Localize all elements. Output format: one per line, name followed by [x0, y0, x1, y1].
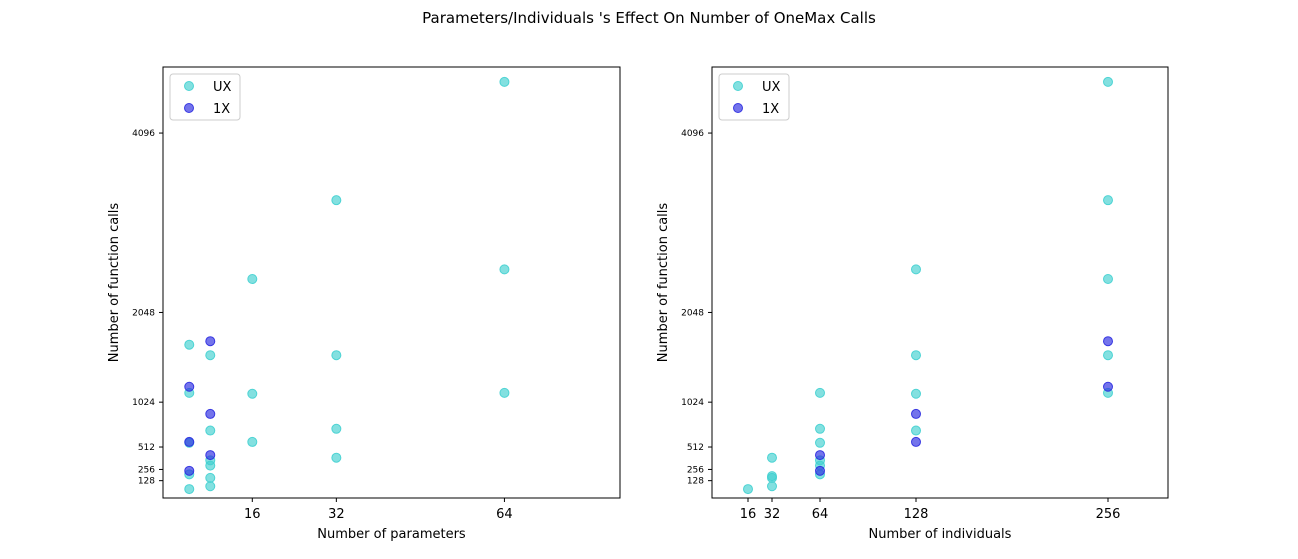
- data-point: [205, 472, 216, 483]
- x-tick-label: 32: [328, 507, 345, 522]
- data-point: [499, 387, 510, 398]
- data-point: [815, 387, 825, 398]
- data-point: [331, 350, 342, 361]
- x-tick-label: 64: [496, 507, 513, 522]
- legend-marker: [184, 81, 194, 91]
- data-point: [1103, 350, 1113, 361]
- data-point: [331, 423, 342, 434]
- data-point: [184, 436, 195, 447]
- y-tick-label: 128: [138, 477, 155, 487]
- series-1x: [815, 336, 1113, 476]
- plot-frame: [162, 66, 621, 499]
- data-point: [767, 471, 777, 482]
- legend: UX 1X: [718, 73, 790, 121]
- data-point: [499, 76, 510, 87]
- data-point: [743, 484, 753, 495]
- y-tick-label: 4096: [681, 129, 704, 139]
- series-ux: [184, 76, 510, 495]
- x-axis-label: Number of individuals: [869, 527, 1012, 542]
- series-ux: [743, 76, 1113, 495]
- y-tick-label: 512: [138, 443, 155, 453]
- data-point: [247, 273, 258, 284]
- left-chart: 16 32 64 128 256 512 1024 2048 4096 Number of par…: [107, 66, 621, 542]
- data-point: [911, 408, 921, 419]
- data-point: [205, 336, 216, 347]
- data-point: [205, 350, 216, 361]
- data-point: [815, 423, 825, 434]
- legend-marker: [184, 103, 194, 113]
- x-tick-label: 16: [740, 507, 757, 522]
- data-point: [767, 481, 777, 492]
- x-tick-label: 32: [764, 507, 781, 522]
- data-point: [1103, 336, 1113, 347]
- data-point: [184, 484, 195, 495]
- legend: UX 1X: [169, 73, 241, 121]
- y-tick-label: 2048: [681, 308, 704, 318]
- y-tick-label: 1024: [132, 398, 155, 408]
- data-point: [1103, 381, 1113, 392]
- y-tick-label: 512: [687, 443, 704, 453]
- x-tick-label: 256: [1096, 507, 1121, 522]
- y-tick-label: 1024: [681, 398, 704, 408]
- data-point: [1103, 76, 1113, 87]
- data-point: [1103, 273, 1113, 284]
- y-axis-label: Number of function calls: [107, 203, 122, 363]
- data-point: [911, 425, 921, 436]
- data-point: [1103, 195, 1113, 206]
- x-tick-label: 64: [812, 507, 829, 522]
- y-axis-label: Number of function calls: [656, 203, 671, 363]
- x-tick-label: 16: [244, 507, 261, 522]
- legend-label: 1X: [762, 102, 779, 117]
- x-axis-label: Number of parameters: [317, 527, 466, 542]
- data-point: [205, 450, 216, 461]
- series-1x: [184, 336, 216, 476]
- legend-label: UX: [762, 80, 781, 95]
- data-point: [767, 452, 777, 463]
- x-tick-label: 128: [904, 507, 929, 522]
- data-point: [815, 450, 825, 461]
- data-point: [205, 481, 216, 492]
- y-tick-label: 256: [687, 465, 704, 475]
- data-point: [205, 408, 216, 419]
- legend-marker: [733, 103, 743, 113]
- data-point: [184, 381, 195, 392]
- data-point: [499, 264, 510, 275]
- y-tick-label: 256: [138, 465, 155, 475]
- data-point: [247, 388, 258, 399]
- data-point: [331, 452, 342, 463]
- data-point: [911, 350, 921, 361]
- data-point: [911, 436, 921, 447]
- legend-label: UX: [213, 80, 232, 95]
- data-point: [205, 425, 216, 436]
- y-tick-label: 4096: [132, 129, 155, 139]
- data-point: [331, 195, 342, 206]
- data-point: [815, 465, 825, 476]
- figure-title: Parameters/Individuals 's Effect On Numb…: [422, 9, 876, 27]
- data-point: [184, 339, 195, 350]
- data-point: [911, 264, 921, 275]
- data-point: [815, 437, 825, 448]
- data-point: [247, 436, 258, 447]
- y-tick-label: 128: [687, 477, 704, 487]
- y-tick-label: 2048: [132, 308, 155, 318]
- legend-marker: [733, 81, 743, 91]
- legend-label: 1X: [213, 102, 230, 117]
- plot-frame: [711, 66, 1169, 499]
- right-chart: 16 32 64 128 256 128 256 512 1024 2048 4096 Number …: [656, 66, 1169, 542]
- data-point: [911, 388, 921, 399]
- data-point: [184, 465, 195, 476]
